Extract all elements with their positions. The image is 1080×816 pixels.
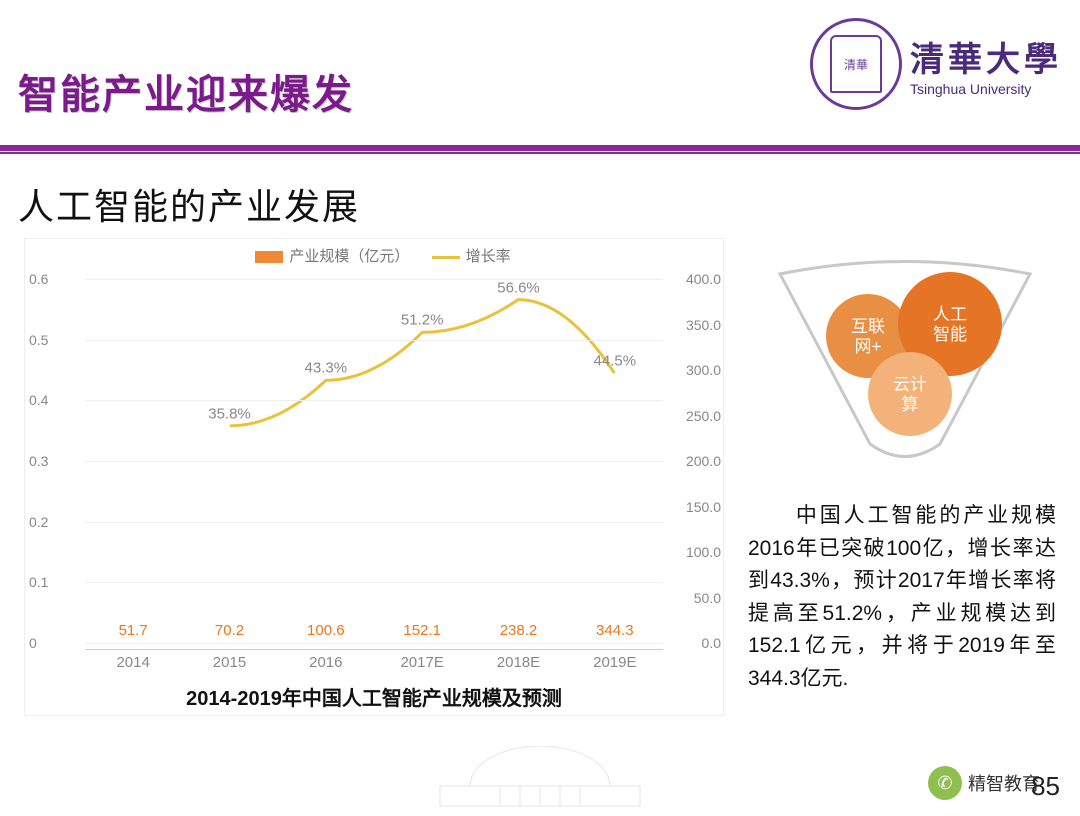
page-number: 85 <box>1031 771 1060 802</box>
line-label: 51.2% <box>401 312 444 329</box>
line-label: 44.5% <box>594 353 637 370</box>
svg-text:云计: 云计 <box>893 375 927 394</box>
legend-line-label: 增长率 <box>466 248 511 265</box>
line-label: 35.8% <box>208 405 251 422</box>
x-axis: 2014201520162017E2018E2019E <box>85 649 663 671</box>
venn-diagram: 互联网+ 人工智能云计算 <box>760 254 1050 474</box>
seal-text: 清華 <box>830 35 882 93</box>
x-tick: 2015 <box>181 649 277 671</box>
y-axis-left: 00.10.20.30.40.50.6 <box>29 279 84 643</box>
x-tick: 2019E <box>567 649 663 671</box>
x-tick: 2016 <box>278 649 374 671</box>
watermark-text: 精智教育 <box>968 770 1040 796</box>
y-axis-right: 0.050.0100.0150.0200.0250.0300.0350.0400… <box>666 279 721 643</box>
wechat-icon: ✆ <box>928 766 962 800</box>
description-text: 中国人工智能的产业规模2016年已突破100亿，增长率达到43.3%，预计201… <box>748 500 1056 695</box>
line-label: 43.3% <box>305 360 348 377</box>
chart-legend: 产业规模（亿元） 增长率 <box>25 245 723 266</box>
watermark: ✆ 精智教育 <box>928 766 1040 800</box>
x-tick: 2014 <box>85 649 181 671</box>
divider <box>0 145 1080 151</box>
slide-title: 智能产业迎来爆发 <box>18 62 354 120</box>
x-tick: 2017E <box>374 649 470 671</box>
x-tick: 2018E <box>470 649 566 671</box>
legend-line-swatch <box>432 256 460 259</box>
industry-scale-chart: 产业规模（亿元） 增长率 00.10.20.30.40.50.6 0.050.0… <box>24 238 724 716</box>
svg-text:互联: 互联 <box>851 317 885 336</box>
plot-area: 51.770.2100.6152.1238.2344.3 35.8%43.3%5… <box>85 279 663 643</box>
chart-caption: 2014-2019年中国人工智能产业规模及预测 <box>25 682 723 711</box>
svg-text:算: 算 <box>902 395 919 414</box>
seal-icon: 清華 <box>810 18 902 110</box>
legend-bar-swatch <box>255 251 283 263</box>
university-logo: 清華 清華大學 Tsinghua University <box>810 18 1062 110</box>
header: 智能产业迎来爆发 清華 清華大學 Tsinghua University <box>0 0 1080 140</box>
university-name-cn: 清華大學 <box>910 32 1062 81</box>
svg-text:智能: 智能 <box>933 325 967 344</box>
svg-text:网+: 网+ <box>855 337 882 356</box>
legend-bar-label: 产业规模（亿元） <box>289 248 409 265</box>
line-label: 56.6% <box>497 279 540 296</box>
section-subheading: 人工智能的产业发展 <box>18 178 360 230</box>
svg-text:人工: 人工 <box>933 305 967 324</box>
footer-arch-icon <box>430 746 650 816</box>
university-name-en: Tsinghua University <box>910 81 1031 97</box>
